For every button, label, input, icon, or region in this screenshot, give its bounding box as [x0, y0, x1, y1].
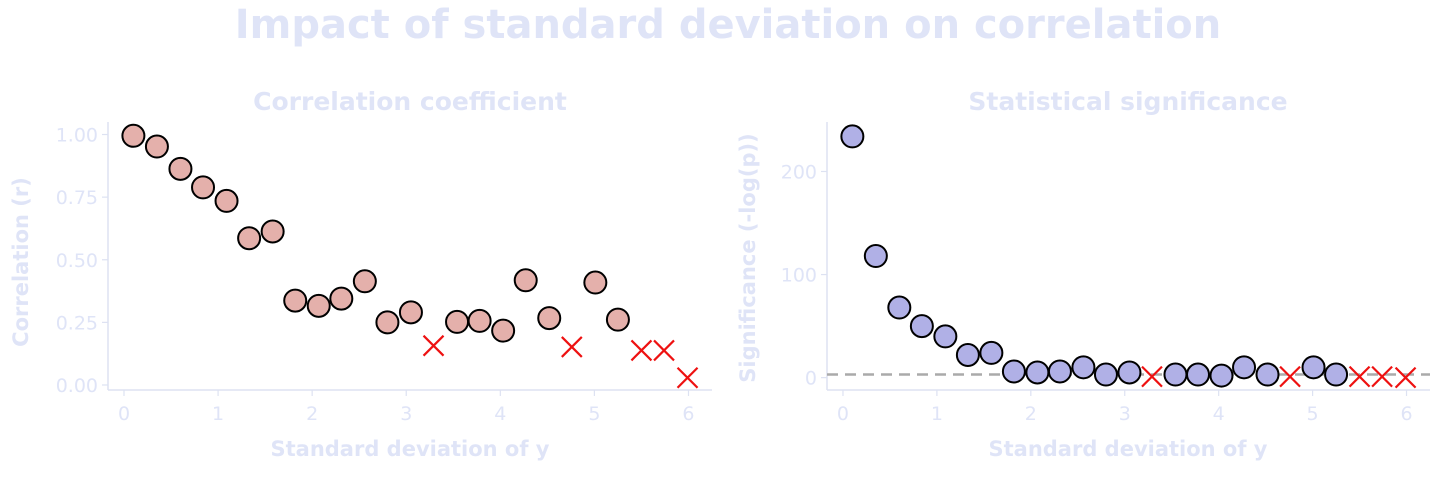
- data-point: [1232, 355, 1257, 380]
- data-point: [214, 188, 239, 213]
- data-point: [1186, 362, 1211, 387]
- panel-title: Statistical significance: [968, 87, 1287, 116]
- x-tick-label: 2: [1025, 403, 1037, 425]
- cross-stroke: [1348, 365, 1371, 388]
- data-point: [1047, 359, 1072, 384]
- x-tick-label: 4: [494, 403, 506, 425]
- data-point: [979, 340, 1004, 365]
- x-tick-label: 6: [682, 403, 694, 425]
- data-point: [1117, 360, 1142, 385]
- x-tick-label: 6: [1400, 403, 1412, 425]
- data-point: [398, 300, 423, 325]
- y-tick-label: 200: [781, 161, 817, 183]
- cross-stroke: [1141, 365, 1163, 388]
- x-tick-label: 3: [400, 403, 412, 425]
- non-significant-marker: [1141, 365, 1163, 388]
- non-significant-marker: [1348, 365, 1371, 388]
- cross-stroke: [630, 339, 653, 362]
- y-tick-label: 0.50: [56, 250, 98, 272]
- data-point: [144, 134, 169, 159]
- data-point: [933, 324, 958, 349]
- correlation-panel: Correlation coefficient Standard deviati…: [9, 87, 712, 461]
- non-significant-marker: [1371, 365, 1393, 388]
- data-point: [605, 307, 630, 332]
- x-tick-label: 0: [118, 403, 130, 425]
- cross-stroke: [676, 366, 699, 389]
- non-significant-marker: [422, 334, 445, 357]
- non-significant-marker: [630, 339, 653, 362]
- data-point: [283, 288, 308, 313]
- y-tick-label: 1.00: [56, 125, 98, 147]
- y-axis-label: Significance (-log(p)): [736, 133, 760, 382]
- x-tick-label: 3: [1119, 403, 1131, 425]
- data-point: [583, 270, 608, 295]
- y-axis-label: Correlation (r): [9, 177, 33, 347]
- figure-title: Impact of standard deviation on correlat…: [234, 2, 1222, 48]
- data-point: [168, 156, 193, 181]
- data-point: [537, 306, 562, 331]
- y-tick-label: 0.00: [56, 375, 98, 397]
- y-tick-label: 0.25: [56, 312, 98, 334]
- data-point: [1071, 355, 1096, 380]
- data-point: [887, 295, 912, 320]
- data-point: [352, 269, 377, 294]
- x-tick-label: 1: [212, 403, 224, 425]
- data-point: [840, 124, 865, 149]
- data-point: [467, 308, 492, 333]
- non-significant-marker: [653, 339, 675, 362]
- x-tick-label: 5: [1307, 403, 1319, 425]
- data-point: [445, 309, 470, 334]
- data-point: [191, 175, 216, 200]
- cross-stroke: [422, 334, 445, 357]
- cross-stroke: [561, 336, 583, 358]
- non-significant-marker: [561, 336, 583, 358]
- data-point: [121, 123, 146, 148]
- data-point: [237, 226, 262, 251]
- cross-stroke: [1371, 365, 1393, 388]
- data-point: [375, 310, 400, 335]
- data-point: [1209, 363, 1234, 388]
- data-point: [1301, 355, 1326, 380]
- tick-group: 0 1 2 3 4 5 6 0 100 200: [781, 161, 1413, 425]
- x-axis-label: Standard deviation of y: [988, 437, 1267, 461]
- data-point: [1001, 359, 1026, 384]
- data-point: [1324, 362, 1349, 387]
- data-point: [1025, 360, 1050, 385]
- y-tick-label: 100: [781, 265, 817, 287]
- data-point: [513, 268, 538, 293]
- mark-group: [827, 124, 1430, 389]
- non-significant-marker: [676, 366, 699, 389]
- data-point: [1163, 362, 1188, 387]
- tick-group: 0 1 2 3 4 5 6 0.00 0.25 0.50 0.75 1.00: [56, 125, 695, 425]
- non-significant-marker: [1279, 365, 1301, 388]
- x-tick-label: 4: [1213, 403, 1225, 425]
- data-point: [1255, 362, 1280, 387]
- x-tick-label: 1: [931, 403, 943, 425]
- data-point: [955, 342, 980, 367]
- cross-stroke: [1394, 366, 1417, 389]
- data-point: [260, 219, 285, 244]
- y-tick-label: 0.75: [56, 187, 98, 209]
- data-point: [909, 314, 934, 339]
- y-tick-label: 0: [805, 368, 817, 390]
- non-significant-marker: [1394, 366, 1417, 389]
- panel-title: Correlation coefficient: [253, 87, 567, 116]
- significance-panel: Statistical significance Standard deviat…: [736, 87, 1430, 461]
- x-axis-label: Standard deviation of y: [270, 437, 549, 461]
- cross-stroke: [1279, 365, 1301, 388]
- x-tick-label: 0: [837, 403, 849, 425]
- data-point: [306, 293, 331, 318]
- data-point: [863, 244, 888, 268]
- mark-group: [121, 123, 699, 389]
- x-tick-label: 2: [306, 403, 318, 425]
- data-point: [491, 318, 516, 343]
- cross-stroke: [653, 339, 675, 362]
- x-tick-label: 5: [588, 403, 600, 425]
- data-point: [329, 286, 354, 311]
- data-point: [1093, 362, 1118, 387]
